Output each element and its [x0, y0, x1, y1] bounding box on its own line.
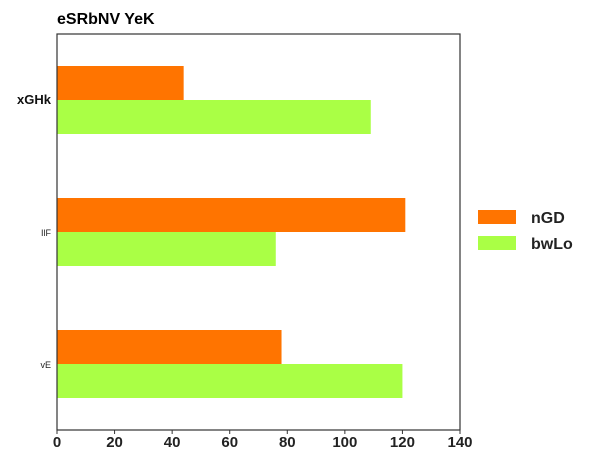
legend-label-bwLo: bwLo [531, 236, 573, 253]
y-tick-label: xGHk [17, 92, 52, 107]
y-axis-ticks: xGHk IlF vE [17, 92, 52, 370]
bar-nGD-vE [57, 330, 282, 364]
y-tick-label: vE [40, 360, 51, 370]
legend-swatch-bwLo [478, 236, 516, 250]
x-tick-label: 40 [164, 434, 181, 451]
bar-bwLo-xGHk [57, 100, 371, 134]
bar-nGD-xGHk [57, 66, 184, 100]
bar-bwLo-IlF [57, 232, 276, 266]
x-tick-label: 100 [332, 434, 357, 451]
y-tick-label: IlF [41, 228, 52, 238]
chart-title: eSRbNV YeK [57, 11, 155, 28]
x-tick-label: 140 [447, 434, 472, 451]
x-tick-label: 120 [390, 434, 415, 451]
legend-label-nGD: nGD [531, 210, 565, 227]
legend-swatch-nGD [478, 210, 516, 224]
bar-bwLo-vE [57, 364, 403, 398]
x-tick-label: 20 [106, 434, 123, 451]
plot-frame [56, 33, 461, 431]
x-tick-label: 0 [53, 434, 61, 451]
bar-nGD-IlF [57, 198, 406, 232]
x-tick-label: 60 [221, 434, 238, 451]
legend: nGD bwLo [478, 210, 573, 253]
x-tick-label: 80 [279, 434, 296, 451]
x-axis-ticks: 0 20 40 60 80 100 120 140 [53, 430, 473, 451]
bars-layer [57, 66, 406, 398]
